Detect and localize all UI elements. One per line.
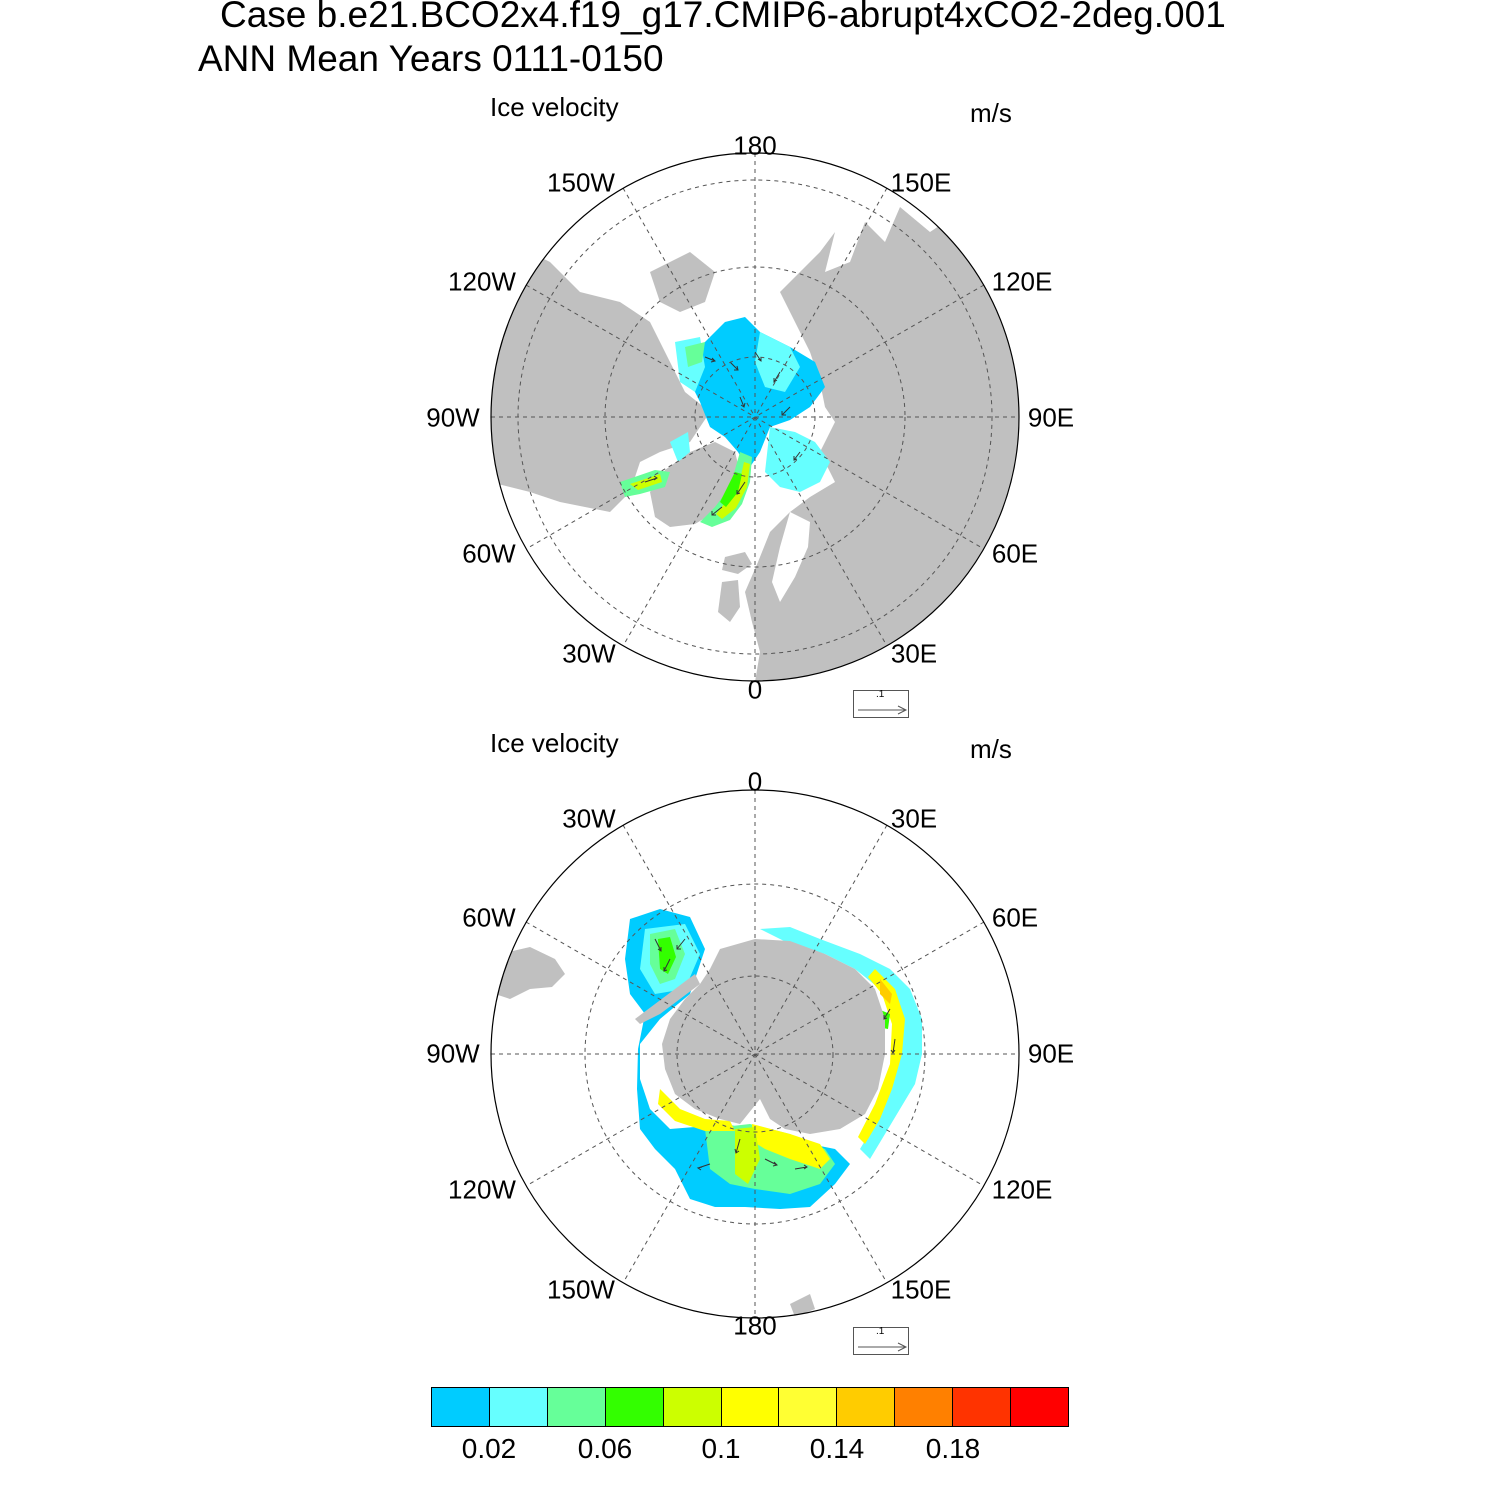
north-land-eurasia [745,207,1019,681]
south-lon-label: 90W [426,1038,480,1069]
south-land-antarctica [662,939,885,1134]
south-lon-label: 0 [747,766,763,797]
colorbar-tick-label: 0.06 [577,1433,633,1464]
north-lon-label: 0 [747,674,763,705]
south-polar-map [490,789,1020,1319]
south-lon-label: 60E [991,902,1039,933]
north-polar-map [490,152,1020,682]
colorbar-box [895,1388,954,1426]
north-lon-label: 30W [562,638,616,669]
south-lon-label: 90E [1027,1038,1075,1069]
south-lon-label: 30E [890,803,938,834]
figure-title-line1: Case b.e21.BCO2x4.f19_g17.CMIP6-abrupt4x… [220,0,1226,35]
south-reference-vector: .1 [853,1326,909,1355]
colorbar-tick-label: 0.02 [461,1433,517,1464]
north-lon-label: 120E [991,266,1053,297]
south-variable-label: Ice velocity [490,728,619,758]
colorbar-box [547,1388,606,1426]
colorbar-box [489,1388,548,1426]
north-reference-vector: .1 [853,689,909,718]
colorbar-box [605,1388,664,1426]
north-lon-label: 150E [890,167,952,198]
colorbar-box [953,1388,1012,1426]
south-lon-label: 30W [562,803,616,834]
colorbar-tick-label: 0.1 [701,1433,741,1464]
north-variable-label: Ice velocity [490,92,619,122]
colorbar-box [837,1388,896,1426]
colorbar-box [432,1388,490,1426]
reference-arrow-icon [858,1342,908,1352]
colorbar [431,1387,1069,1427]
north-lon-label: 90E [1027,402,1075,433]
south-lon-label: 150W [547,1274,615,1305]
south-lon-label: 60W [462,902,516,933]
south-units-label: m/s [970,734,1012,764]
south-lon-label: 120E [991,1174,1053,1205]
south-lon-label: 150E [890,1274,952,1305]
north-lon-label: 30E [890,638,938,669]
north-lon-label: 60E [991,538,1039,569]
south-lon-label: 180 [733,1310,777,1341]
colorbar-tick-label: 0.18 [925,1433,981,1464]
north-units-label: m/s [970,98,1012,128]
north-lon-label: 180 [733,130,777,161]
colorbar-box [1011,1388,1068,1426]
figure-title-line2: ANN Mean Years 0111-0150 [198,38,664,79]
north-lon-label: 120W [448,266,516,297]
north-land-north-america [491,232,710,512]
colorbar-box [779,1388,838,1426]
north-lon-label: 150W [547,167,615,198]
north-lon-label: 60W [462,538,516,569]
colorbar-box [721,1388,780,1426]
north-lon-label: 90W [426,402,480,433]
south-land-south-america [495,947,565,999]
north-reference-vector-label: .1 [876,689,885,700]
reference-arrow-icon [858,705,908,715]
south-reference-vector-label: .1 [876,1326,885,1337]
south-lon-label: 120W [448,1174,516,1205]
colorbar-box [663,1388,722,1426]
colorbar-tick-label: 0.14 [809,1433,865,1464]
